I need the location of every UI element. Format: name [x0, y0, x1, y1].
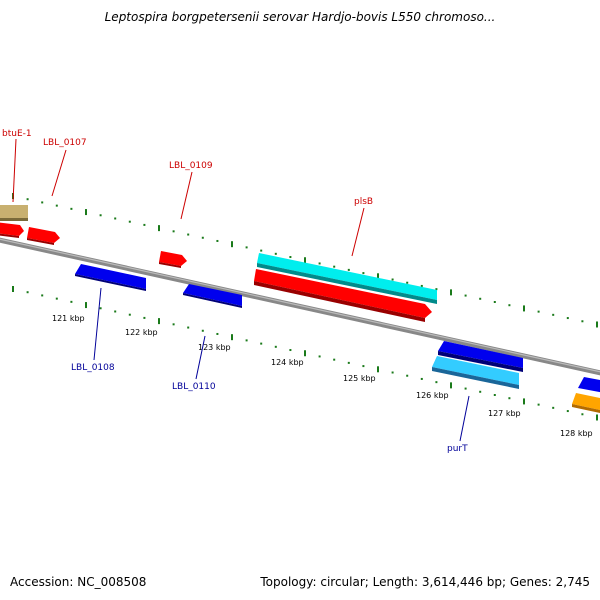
leader-line: [93, 287, 102, 361]
gene-reverse-cds-126[interactable]: [438, 341, 523, 372]
gene-LBL_0107[interactable]: [27, 227, 60, 245]
gene-label-purT[interactable]: purT: [447, 444, 468, 454]
gene-label-LBL_0110[interactable]: LBL_0110: [172, 382, 216, 392]
scale-label: 128 kbp: [560, 429, 593, 438]
gene-btuE-1-cds[interactable]: [0, 222, 24, 238]
leader-line: [459, 395, 470, 442]
gene-btuE-1[interactable]: [0, 205, 28, 221]
gene-label-LBL_0109[interactable]: LBL_0109: [169, 161, 213, 171]
map-title: Leptospira borgpetersenii serovar Hardjo…: [104, 10, 496, 24]
gene-reverse-cds-128[interactable]: [578, 377, 600, 393]
gene-label-LBL_0107[interactable]: LBL_0107: [43, 138, 87, 148]
scale-tick-row: [12, 286, 598, 421]
reverse-features: [75, 264, 600, 414]
leader-line: [351, 207, 365, 257]
accession-text: Accession: NC_008508: [10, 575, 147, 589]
reverse-gene-labels: LBL_0108 LBL_0110 purT: [71, 287, 470, 454]
scale-labels: 121 kbp 122 kbp 123 kbp 124 kbp 125 kbp …: [52, 314, 593, 438]
forward-gene-labels: btuE-1 LBL_0107 LBL_0109 plsB: [2, 129, 373, 257]
gene-other-128[interactable]: [572, 393, 600, 414]
forward-tick-row: [12, 193, 598, 328]
gene-LBL_0108[interactable]: [75, 264, 146, 291]
leader-line: [12, 138, 17, 203]
gene-LBL_0110[interactable]: [183, 284, 242, 308]
gene-plsB[interactable]: [254, 269, 432, 322]
gene-label-btuE-1[interactable]: btuE-1: [2, 129, 32, 139]
scale-label: 121 kbp: [52, 314, 85, 323]
gene-purT[interactable]: [432, 356, 519, 389]
leader-line: [51, 149, 67, 197]
scale-label: 126 kbp: [416, 391, 449, 400]
scale-label: 127 kbp: [488, 409, 521, 418]
gene-label-LBL_0108[interactable]: LBL_0108: [71, 363, 115, 373]
leader-line: [180, 171, 193, 220]
gene-plsB-rna[interactable]: [257, 253, 437, 304]
scale-label: 122 kbp: [125, 328, 158, 337]
scale-label: 125 kbp: [343, 374, 376, 383]
genome-backbone-highlight: [0, 238, 600, 373]
genome-summary-text: Topology: circular; Length: 3,614,446 bp…: [260, 575, 590, 589]
forward-features: [0, 205, 437, 322]
scale-label: 124 kbp: [271, 358, 304, 367]
genome-backbone: [0, 237, 600, 376]
gene-LBL_0109[interactable]: [159, 251, 187, 268]
leader-line: [195, 335, 206, 380]
gene-label-plsB[interactable]: plsB: [354, 197, 373, 207]
scale-label: 123 kbp: [198, 343, 231, 352]
